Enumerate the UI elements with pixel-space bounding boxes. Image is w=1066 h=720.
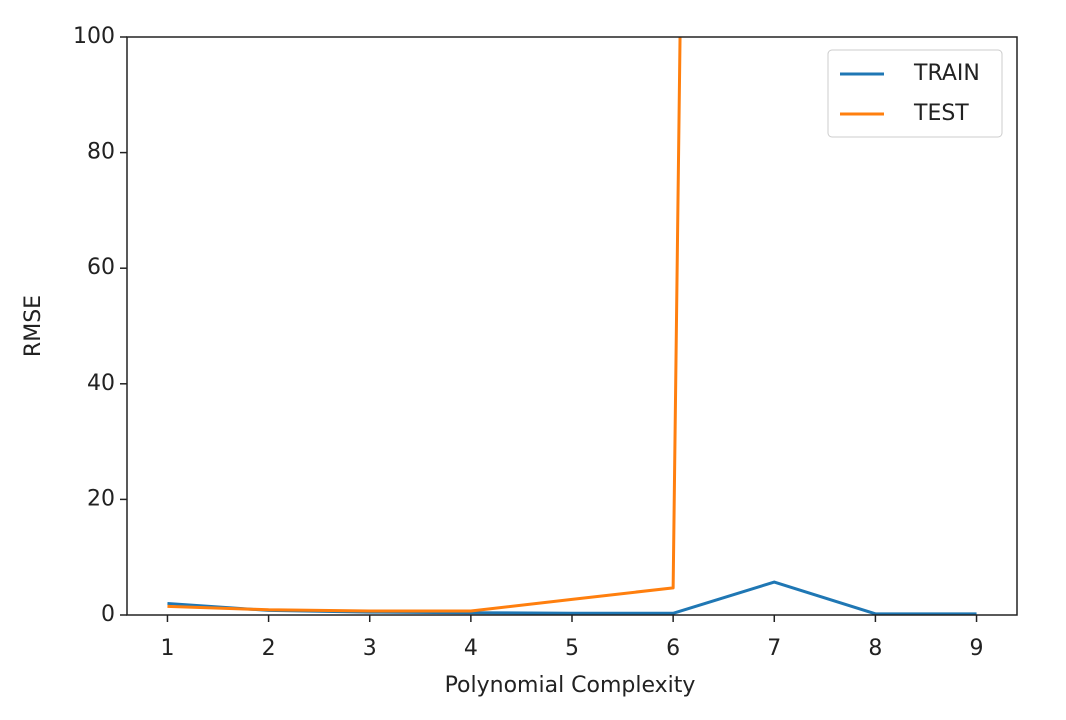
y-tick-label: 80 <box>87 140 115 165</box>
x-tick-label: 5 <box>565 636 579 661</box>
y-tick-label: 60 <box>87 255 115 280</box>
y-tick-label: 40 <box>87 371 115 396</box>
line-series <box>167 37 682 613</box>
x-tick-label: 6 <box>666 636 680 661</box>
x-tick-label: 8 <box>868 636 882 661</box>
y-axis-label: RMSE <box>21 295 46 357</box>
legend-label: TEST <box>913 101 969 126</box>
x-tick-label: 7 <box>767 636 781 661</box>
y-tick-label: 0 <box>101 602 115 627</box>
x-tick-label: 3 <box>363 636 377 661</box>
x-tick-label: 9 <box>970 636 984 661</box>
axes-frame <box>126 36 1018 616</box>
plot-area <box>167 37 977 615</box>
x-axis-label: Polynomial Complexity <box>445 673 696 698</box>
y-tick-label: 100 <box>73 24 115 49</box>
y-tick-label: 20 <box>87 486 115 511</box>
x-tick-label: 2 <box>262 636 276 661</box>
x-tick-label: 4 <box>464 636 478 661</box>
legend-label: TRAIN <box>913 61 980 86</box>
x-tick-label: 1 <box>160 636 174 661</box>
